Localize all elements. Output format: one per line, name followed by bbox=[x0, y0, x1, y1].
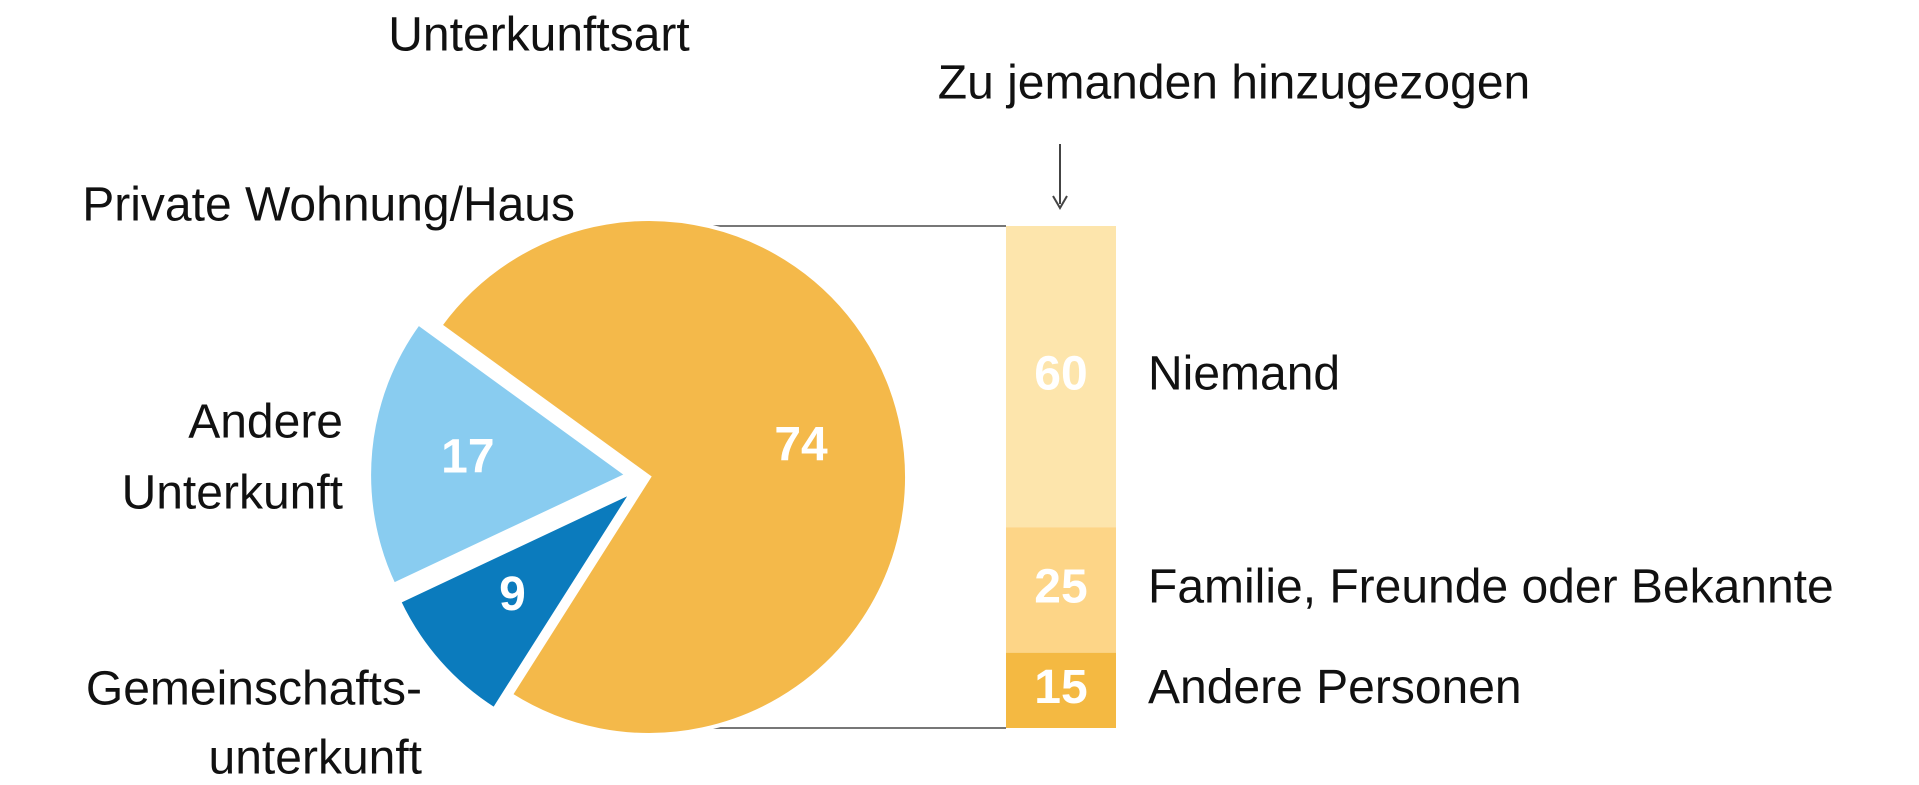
slice-label: Private Wohnung/Haus bbox=[82, 179, 575, 232]
slice-label: Gemeinschafts- bbox=[86, 663, 422, 716]
pie-slice bbox=[396, 486, 638, 713]
bar-title: Zu jemanden hinzugezogen bbox=[938, 57, 1530, 110]
pie-slice bbox=[367, 320, 632, 588]
value-label: 60 bbox=[1034, 347, 1087, 400]
value-label: 9 bbox=[499, 568, 526, 621]
bar-segment bbox=[1006, 652, 1116, 728]
arrow-head bbox=[1052, 195, 1068, 210]
bar-segment bbox=[1006, 226, 1116, 528]
slice-label: unterkunft bbox=[209, 732, 422, 785]
bar-segment bbox=[1006, 527, 1116, 653]
slice-label: Andere bbox=[188, 396, 343, 449]
value-label: 15 bbox=[1034, 661, 1087, 714]
segment-label: Andere Personen bbox=[1148, 661, 1522, 714]
segment-label: Niemand bbox=[1148, 347, 1340, 400]
value-label: 17 bbox=[441, 431, 494, 484]
pie-title: Unterkunftsart bbox=[388, 9, 689, 62]
segment-label: Familie, Freunde oder Bekannte bbox=[1148, 561, 1834, 614]
slice-label: Unterkunft bbox=[122, 467, 343, 520]
value-label: 74 bbox=[774, 419, 828, 472]
value-label: 25 bbox=[1034, 561, 1087, 614]
pie-slice bbox=[437, 217, 909, 737]
